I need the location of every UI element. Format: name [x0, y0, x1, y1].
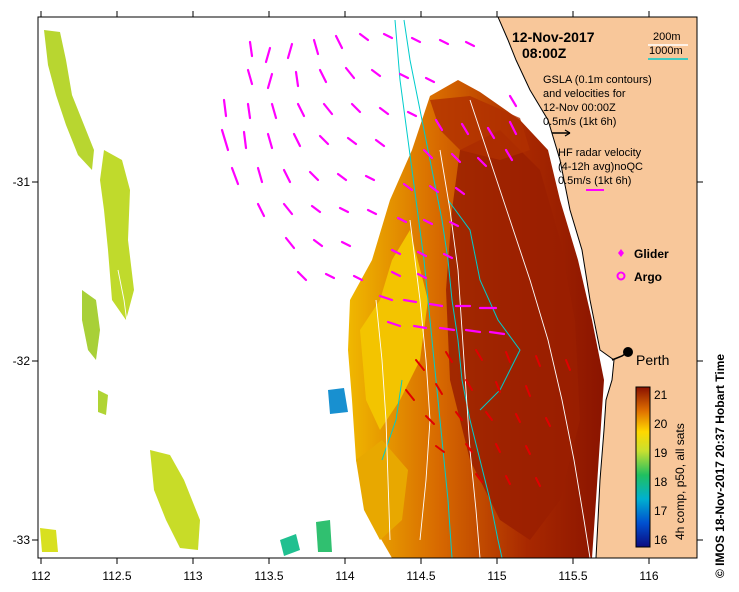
gsla-vectors: [405, 349, 571, 487]
x-tick-label: 114.5: [406, 569, 435, 583]
legend-200m: 200m: [653, 31, 681, 43]
x-tick-label: 113: [183, 569, 202, 583]
argo-symbol: [616, 271, 626, 281]
y-tick-label: -31: [13, 175, 31, 189]
city-label: Perth: [636, 352, 669, 368]
gsla-contours: [117, 99, 591, 558]
colorbar-tick: 16: [654, 533, 668, 547]
coastal-sst-field: [348, 80, 604, 558]
x-tick-label: 115: [487, 569, 506, 583]
x-tick-label: 112.5: [102, 569, 131, 583]
x-tick-label: 113.5: [254, 569, 283, 583]
offshore-sst-patches: [40, 30, 348, 556]
map-time: 08:00Z: [522, 45, 567, 61]
legend-gsla-line: and velocities for: [543, 88, 626, 100]
colorbar-tick: 19: [654, 446, 668, 460]
x-axis-ticks: [40, 11, 650, 564]
hf-radar-vectors: [220, 32, 518, 336]
x-tick-label: 114: [335, 569, 354, 583]
colorbar-tick: 20: [654, 417, 668, 431]
x-tick-label: 116: [639, 569, 658, 583]
y-axis-ticks: [32, 181, 703, 541]
x-tick-label: 112: [31, 569, 50, 583]
legend-1000m: 1000m: [649, 45, 683, 57]
legend-hf-line: (4-12h avg)noQC: [558, 161, 643, 173]
legend-hf-line: 0.5m/s (1kt 6h): [558, 175, 631, 187]
y-tick-label: -32: [13, 354, 31, 368]
legend-glider: Glider: [634, 247, 669, 261]
legend-hf-line: HF radar velocity: [558, 147, 642, 159]
colorbar-tick: 17: [654, 504, 668, 518]
legend-argo: Argo: [634, 270, 662, 284]
legend-gsla-line: 0.5m/s (1kt 6h): [543, 116, 616, 128]
colorbar-tick: 21: [654, 388, 668, 402]
glider-symbol: [618, 249, 624, 257]
colorbar-tick: 18: [654, 475, 668, 489]
x-tick-label: 115.5: [558, 569, 587, 583]
legend-gsla-line: GSLA (0.1m contours): [543, 74, 652, 86]
colorbar: [635, 386, 651, 548]
credit: © IMOS 18-Nov-2017 20:37 Hobart Time: [713, 354, 727, 578]
colorbar-label: 4h comp, p50, all sats: [673, 423, 687, 540]
map-date: 12-Nov-2017: [512, 29, 595, 45]
y-tick-label: -33: [13, 533, 31, 547]
legend-gsla-line: 12-Nov 00:00Z: [543, 102, 616, 114]
